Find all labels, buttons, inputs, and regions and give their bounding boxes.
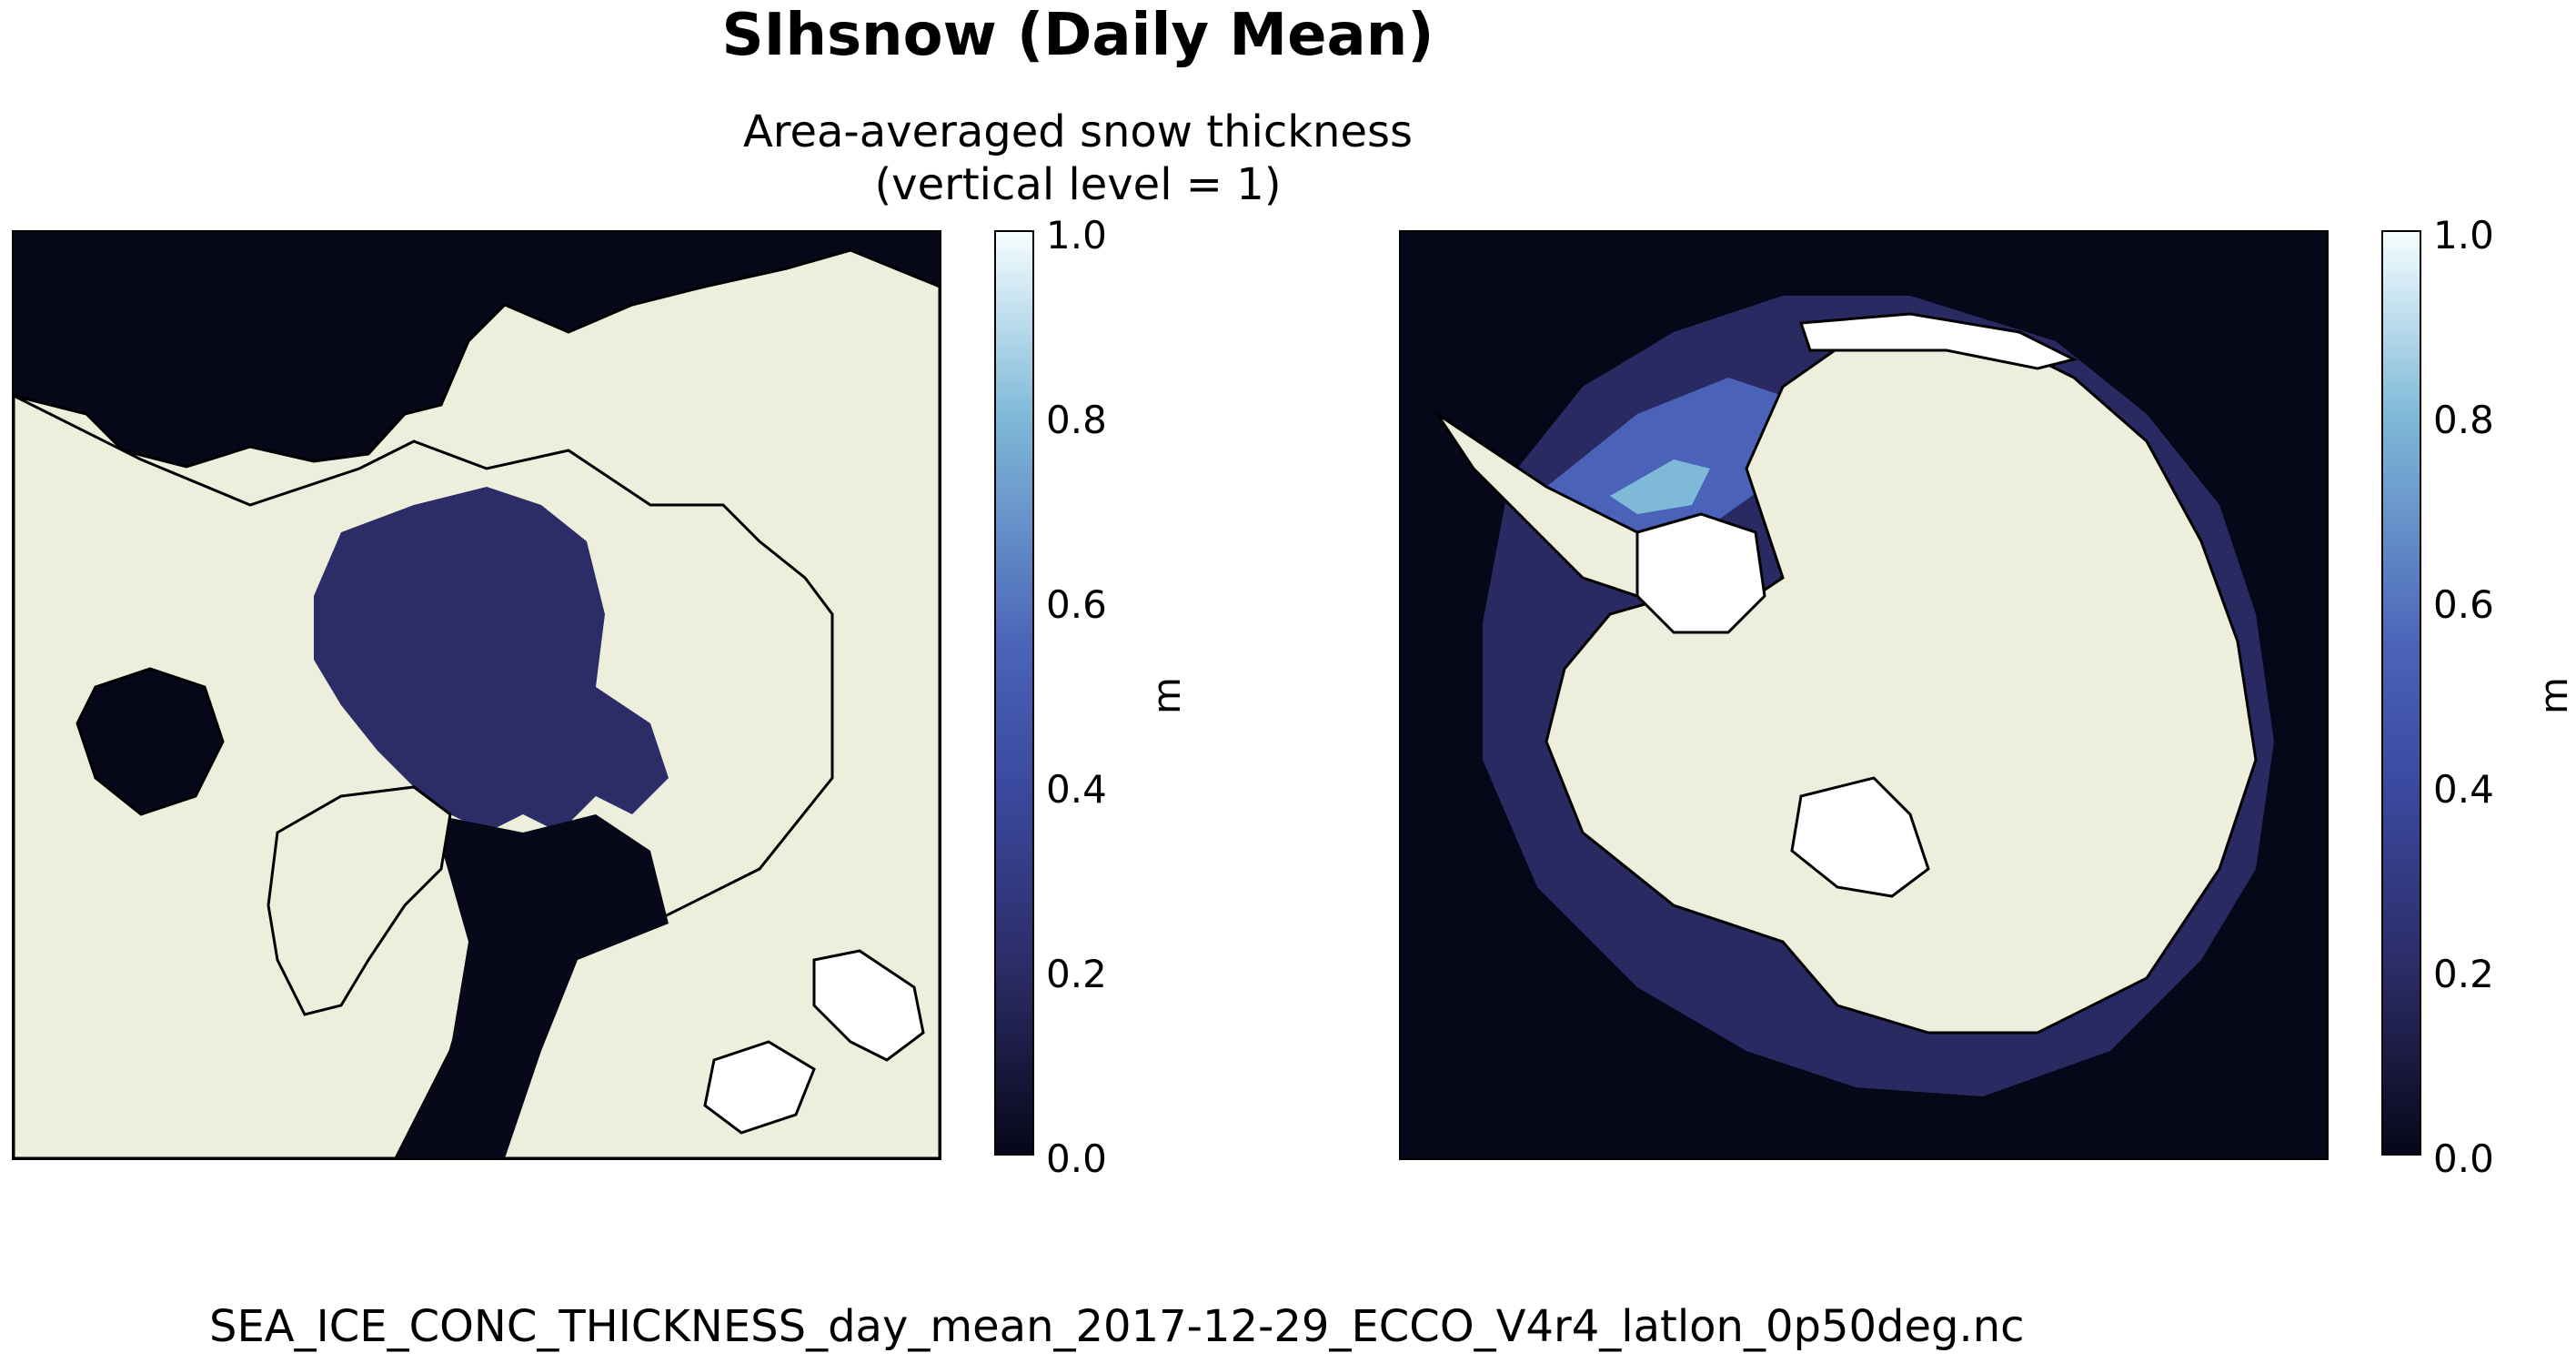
antarctic-tick-4: 0.8 — [2433, 398, 2494, 442]
arctic-lake-1 — [812, 949, 925, 1062]
arctic-map-graphic — [14, 232, 940, 1158]
antarctic-thick-snow — [1546, 378, 1783, 541]
arctic-colorbar-unit: m — [1143, 677, 1189, 714]
figure-title: SIhsnow (Daily Mean) — [721, 2, 1434, 69]
arctic-lake-2 — [703, 1040, 816, 1135]
antarctic-continent — [1545, 321, 2258, 1035]
subtitle-line-1: Area-averaged snow thickness — [742, 106, 1414, 157]
source-filename: SEA_ICE_CONC_THICKNESS_day_mean_2017-12-… — [209, 1301, 2025, 1352]
antarctic-tick-1: 0.2 — [2433, 952, 2494, 996]
antarctic-map — [1399, 230, 2329, 1160]
arctic-tick-5: 1.0 — [1046, 213, 1107, 257]
antarctic-coast-shelf — [1798, 312, 2078, 370]
antarctic-colorbar — [2381, 230, 2421, 1156]
antarctic-tick-2: 0.4 — [2433, 767, 2494, 812]
arctic-tick-4: 0.8 — [1046, 398, 1107, 442]
arctic-tick-0: 0.0 — [1046, 1136, 1107, 1181]
arctic-sea-ice — [314, 487, 669, 833]
arctic-colorbar-ticks: 0.0 0.2 0.4 0.6 0.8 1.0 — [1046, 217, 1128, 1178]
arctic-greenland — [267, 785, 452, 1016]
arctic-map — [12, 230, 941, 1160]
arctic-ocean-channel — [396, 814, 669, 1158]
antarctic-ronne-shelf — [1635, 512, 1766, 634]
antarctic-colorbar-unit: m — [2531, 677, 2576, 714]
arctic-tick-2: 0.4 — [1046, 767, 1107, 812]
arctic-tick-3: 0.6 — [1046, 582, 1107, 627]
antarctic-tick-3: 0.6 — [2433, 582, 2494, 627]
antarctic-thick-snow-core — [1610, 459, 1710, 514]
antarctic-tick-5: 1.0 — [2433, 213, 2494, 257]
figure-subtitle: Area-averaged snow thickness (vertical l… — [0, 106, 2156, 211]
antarctic-map-graphic — [1401, 232, 2327, 1158]
arctic-colorbar — [994, 230, 1034, 1156]
antarctic-tick-0: 0.0 — [2433, 1136, 2494, 1181]
subtitle-line-2: (vertical level = 1) — [874, 159, 1282, 210]
arctic-tick-1: 0.2 — [1046, 952, 1107, 996]
antarctic-colorbar-ticks: 0.0 0.2 0.4 0.6 0.8 1.0 — [2433, 217, 2515, 1178]
antarctic-ross-shelf — [1790, 776, 1930, 898]
arctic-hudson-bay — [75, 667, 225, 816]
